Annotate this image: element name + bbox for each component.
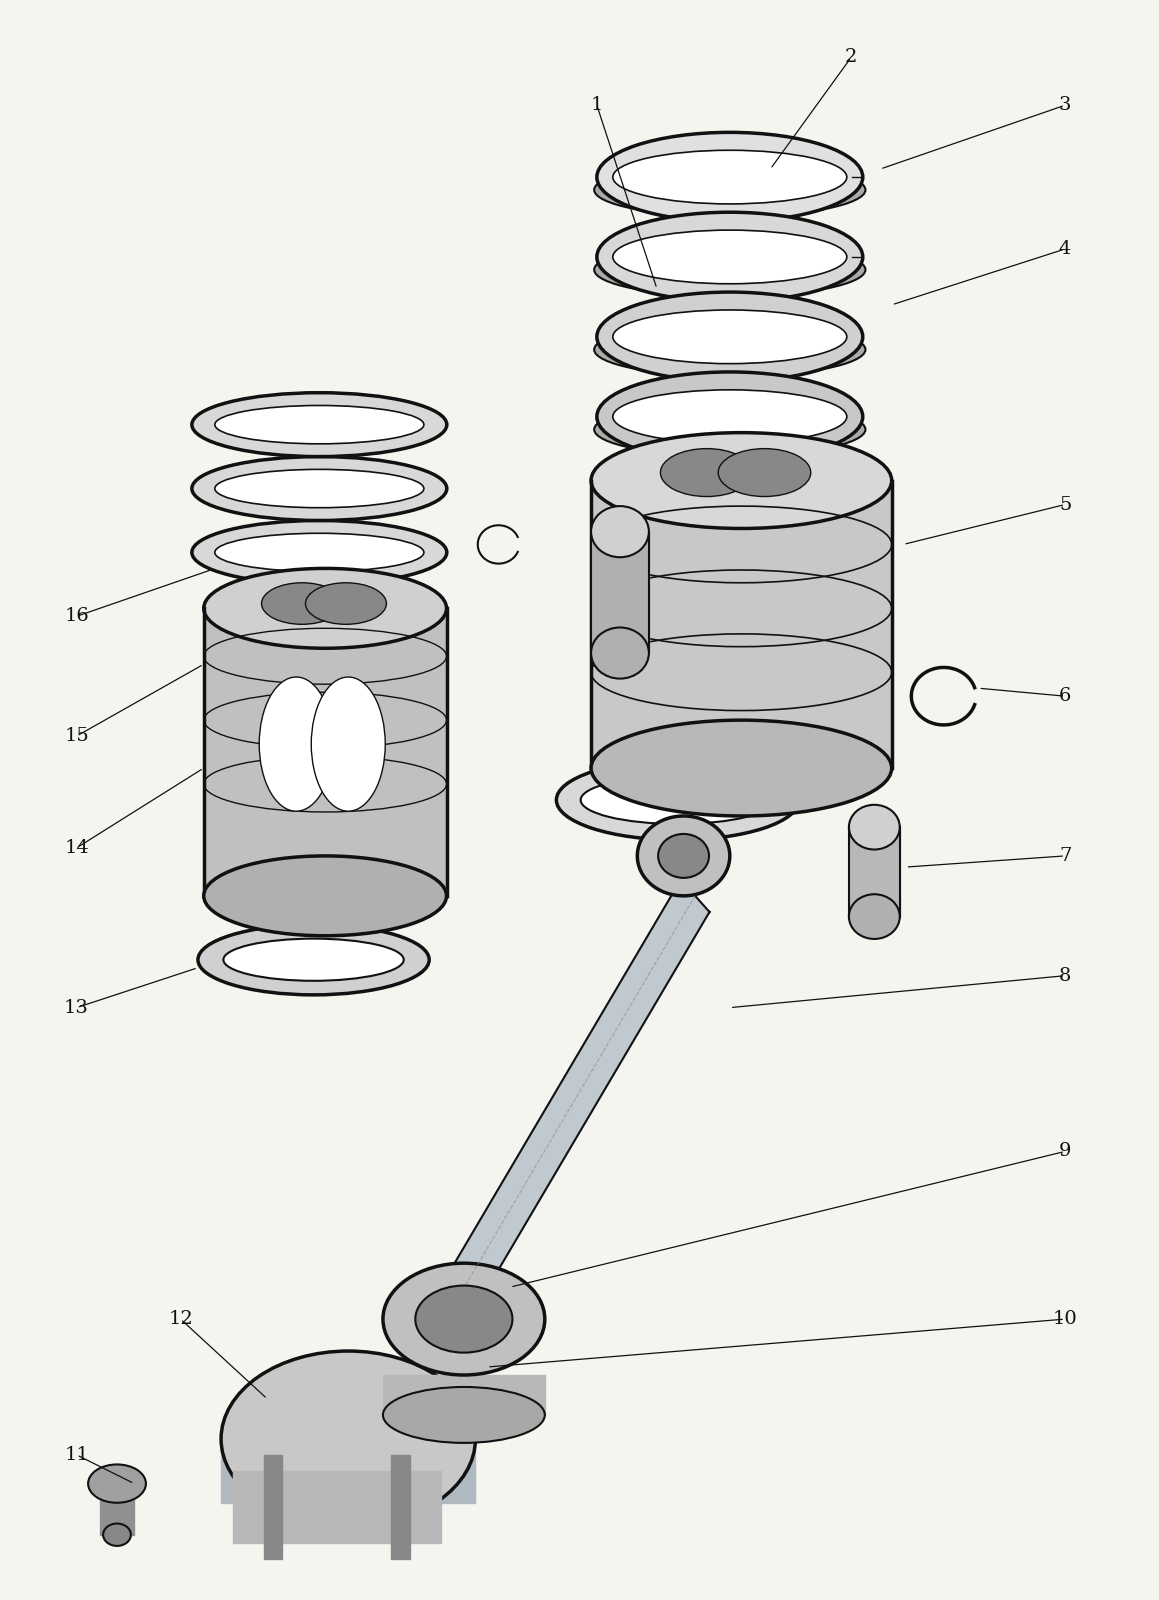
Ellipse shape xyxy=(214,533,424,571)
Polygon shape xyxy=(848,827,899,917)
Ellipse shape xyxy=(591,506,649,557)
Ellipse shape xyxy=(382,1262,545,1374)
Ellipse shape xyxy=(591,720,891,816)
Ellipse shape xyxy=(382,1387,545,1443)
Polygon shape xyxy=(591,531,649,653)
Ellipse shape xyxy=(597,133,862,222)
Text: 3: 3 xyxy=(1059,96,1071,114)
Polygon shape xyxy=(591,480,891,768)
Ellipse shape xyxy=(415,1285,512,1352)
Ellipse shape xyxy=(214,405,424,443)
Ellipse shape xyxy=(103,1523,131,1546)
Ellipse shape xyxy=(192,520,447,584)
Ellipse shape xyxy=(312,677,385,811)
Text: 2: 2 xyxy=(845,48,858,66)
Text: 10: 10 xyxy=(1052,1310,1078,1328)
Ellipse shape xyxy=(224,939,403,981)
Ellipse shape xyxy=(262,582,342,624)
Polygon shape xyxy=(221,1438,475,1502)
Ellipse shape xyxy=(613,310,847,363)
Text: 7: 7 xyxy=(1059,846,1071,866)
Ellipse shape xyxy=(595,323,866,376)
Ellipse shape xyxy=(658,834,709,878)
Text: 9: 9 xyxy=(1059,1142,1071,1160)
Polygon shape xyxy=(233,1470,440,1542)
Ellipse shape xyxy=(204,856,446,936)
Ellipse shape xyxy=(198,925,429,995)
Ellipse shape xyxy=(591,432,891,528)
Polygon shape xyxy=(204,608,446,896)
Polygon shape xyxy=(391,1454,409,1558)
Text: 13: 13 xyxy=(64,998,89,1016)
Ellipse shape xyxy=(613,390,847,443)
Ellipse shape xyxy=(597,293,862,381)
Polygon shape xyxy=(264,1454,283,1558)
Text: 16: 16 xyxy=(64,608,89,626)
Ellipse shape xyxy=(260,677,334,811)
Text: 15: 15 xyxy=(64,726,89,746)
Ellipse shape xyxy=(613,150,847,203)
Ellipse shape xyxy=(637,816,730,896)
Ellipse shape xyxy=(591,627,649,678)
Polygon shape xyxy=(382,1374,545,1414)
Ellipse shape xyxy=(192,392,447,456)
Polygon shape xyxy=(427,880,709,1344)
Ellipse shape xyxy=(848,894,899,939)
Ellipse shape xyxy=(719,448,811,496)
Ellipse shape xyxy=(613,230,847,283)
Text: 8: 8 xyxy=(1059,966,1071,984)
Ellipse shape xyxy=(595,243,866,296)
Ellipse shape xyxy=(595,163,866,216)
Text: 12: 12 xyxy=(168,1310,194,1328)
Ellipse shape xyxy=(204,568,446,648)
Ellipse shape xyxy=(88,1464,146,1502)
Ellipse shape xyxy=(306,582,386,624)
Text: 4: 4 xyxy=(1059,240,1071,258)
Ellipse shape xyxy=(221,1350,475,1526)
Polygon shape xyxy=(100,1499,134,1534)
Ellipse shape xyxy=(597,371,862,461)
Ellipse shape xyxy=(581,776,775,824)
Ellipse shape xyxy=(597,213,862,302)
Ellipse shape xyxy=(556,760,800,840)
Ellipse shape xyxy=(661,448,753,496)
Text: 5: 5 xyxy=(1059,496,1071,514)
Text: 6: 6 xyxy=(1059,686,1071,706)
Ellipse shape xyxy=(595,403,866,456)
Text: 1: 1 xyxy=(591,96,603,114)
Ellipse shape xyxy=(192,456,447,520)
Text: 14: 14 xyxy=(64,838,89,858)
Ellipse shape xyxy=(214,469,424,507)
Text: 11: 11 xyxy=(64,1446,89,1464)
Ellipse shape xyxy=(848,805,899,850)
